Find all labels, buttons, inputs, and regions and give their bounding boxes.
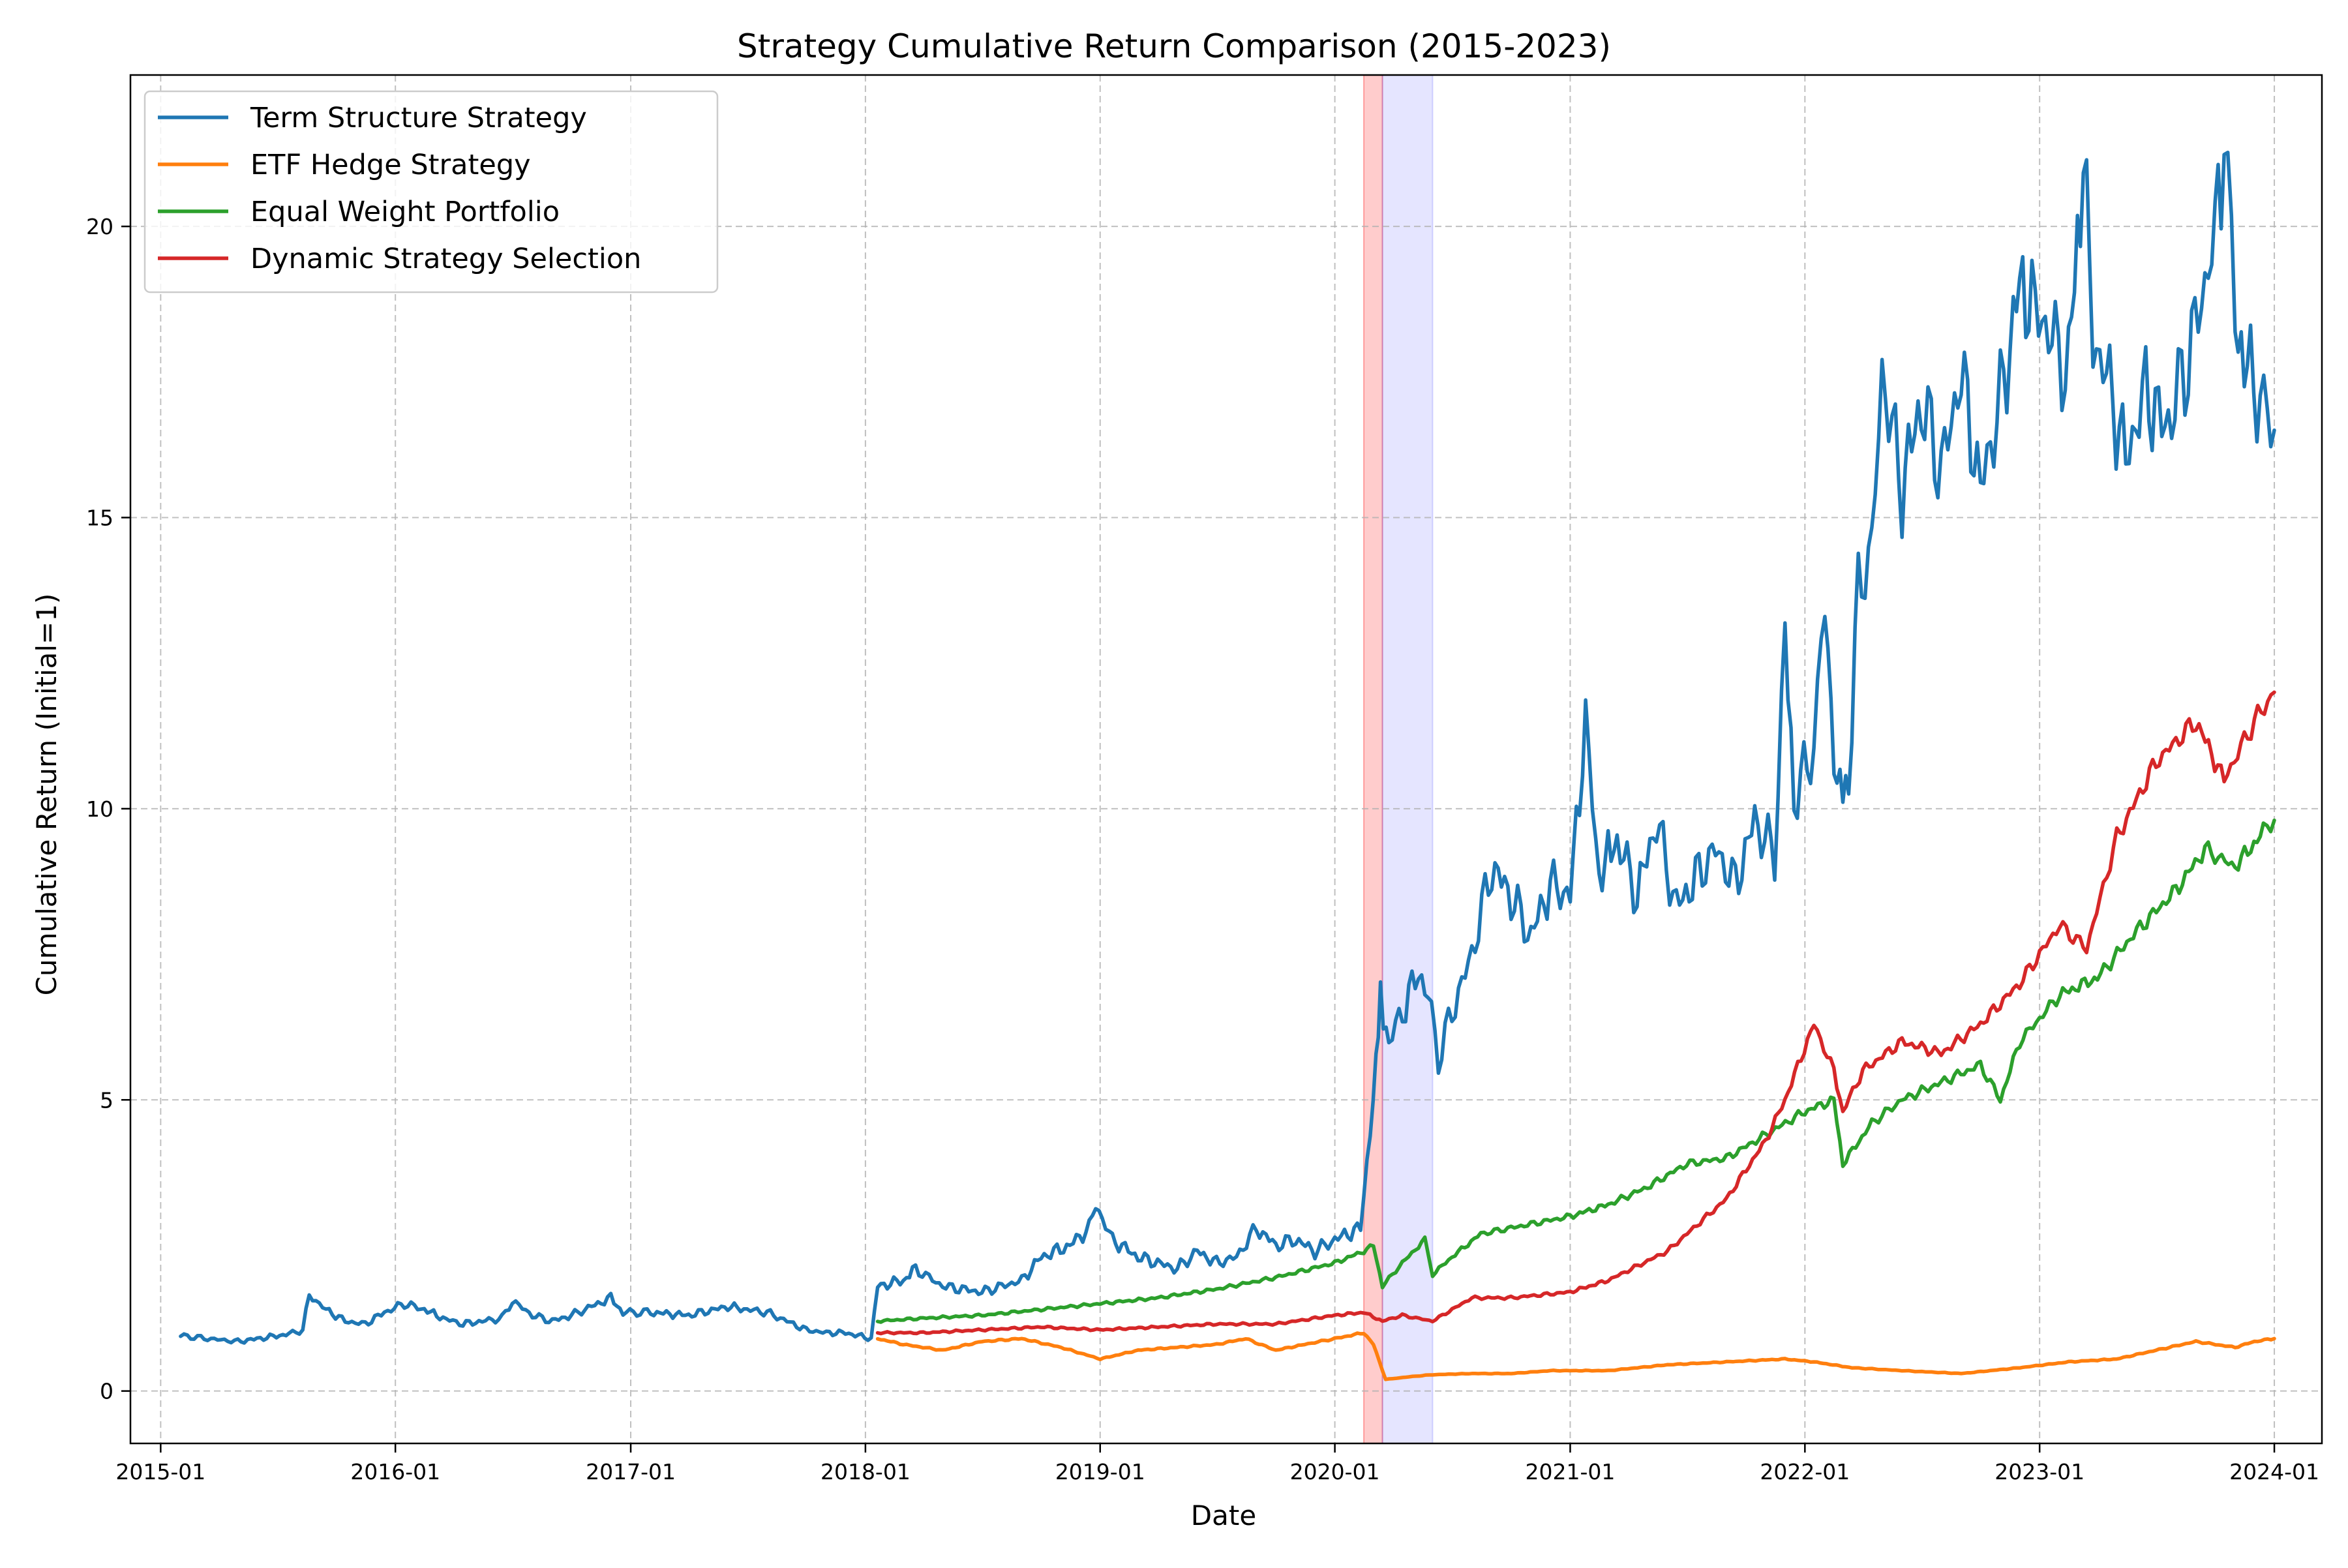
series-lines	[179, 150, 2276, 1381]
x-tick-label: 2021-01	[1526, 1459, 1616, 1485]
legend-label-2: ETF Hedge Strategy	[250, 149, 531, 181]
x-tick-label: 2016-01	[350, 1459, 440, 1485]
x-tick-label: 2022-01	[1760, 1459, 1850, 1485]
plot-frame	[129, 74, 2323, 1445]
y-tick-label: 0	[100, 1379, 113, 1404]
legend-label-1: Term Structure Strategy	[250, 102, 587, 134]
series-line-1	[179, 150, 2276, 1345]
y-axis-title: Cumulative Return (Initial=1)	[31, 594, 63, 996]
axis-ticks: 2015-01 2016-01 2017-01 2018-01 2019-01 2020-…	[86, 214, 2319, 1485]
legend-box	[143, 90, 719, 294]
x-axis-title: Date	[1191, 1500, 1256, 1531]
x-tick-label: 2015-01	[115, 1459, 205, 1485]
x-tick-label: 2020-01	[1290, 1459, 1380, 1485]
shaded-region-0	[1362, 74, 1383, 1444]
x-tick-label: 2017-01	[586, 1459, 676, 1485]
chart-title: Strategy Cumulative Return Comparison (2…	[737, 27, 1611, 65]
series-line-3	[875, 818, 2276, 1324]
x-tick-label: 2019-01	[1055, 1459, 1145, 1485]
x-tick-label: 2018-01	[820, 1459, 911, 1485]
x-tick-label: 2024-01	[2229, 1459, 2319, 1485]
legend-label-3: Equal Weight Portfolio	[250, 196, 560, 228]
x-tick-label: 2023-01	[1994, 1459, 2085, 1485]
series-line-4	[875, 690, 2276, 1336]
y-tick-label: 10	[86, 796, 113, 822]
legend: Term Structure Strategy ETF Hedge Strateg…	[143, 90, 719, 294]
y-tick-label: 20	[86, 214, 113, 239]
legend-label-4: Dynamic Strategy Selection	[250, 243, 641, 275]
y-tick-label: 5	[100, 1087, 113, 1113]
series-line-2	[875, 1331, 2276, 1381]
y-tick-label: 15	[86, 505, 113, 531]
